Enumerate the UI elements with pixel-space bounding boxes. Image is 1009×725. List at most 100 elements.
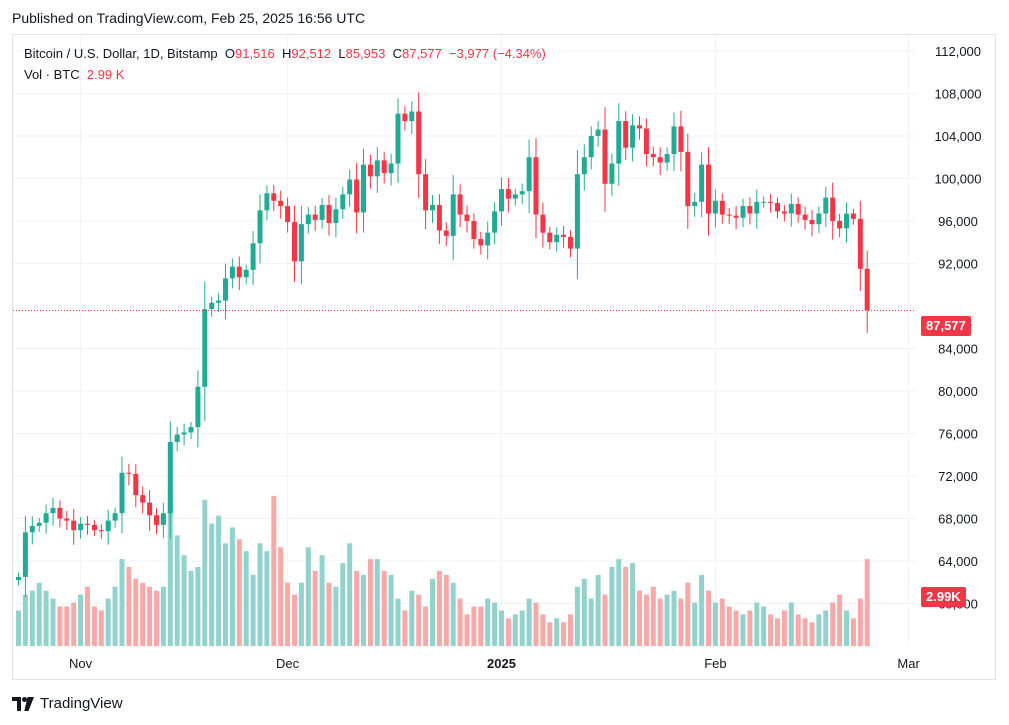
- volume-bar: [367, 559, 373, 646]
- y-tick-label: 112,000: [935, 44, 981, 59]
- volume-bar: [98, 610, 104, 646]
- volume-bar: [478, 606, 484, 646]
- candle-body: [464, 214, 470, 221]
- volume-bar: [823, 610, 829, 646]
- volume-bar: [485, 598, 491, 646]
- candle-body: [50, 507, 56, 514]
- candle-body: [257, 210, 263, 244]
- volume-bar: [450, 582, 456, 646]
- tradingview-brand[interactable]: TradingView: [12, 695, 123, 712]
- volume-bar: [519, 610, 525, 646]
- candle-body: [133, 473, 139, 496]
- volume-bar: [216, 515, 222, 646]
- candle-body: [147, 502, 153, 516]
- candle-body: [167, 441, 173, 514]
- candle-body: [781, 211, 787, 214]
- candle-body: [478, 239, 484, 246]
- candle-body: [361, 164, 366, 213]
- volume-bar: [581, 578, 587, 646]
- volume-bar: [712, 602, 718, 646]
- candle-body: [402, 113, 408, 122]
- y-tick-label: 84,000: [938, 341, 978, 356]
- volume-bar: [312, 570, 318, 646]
- volume-bar: [809, 622, 815, 646]
- x-tick-label: Nov: [69, 656, 93, 671]
- volume-bar: [333, 586, 339, 646]
- volume-bar: [685, 582, 691, 646]
- volume-bar: [78, 594, 84, 646]
- y-tick-label: 108,000: [935, 86, 982, 101]
- candle-body: [864, 268, 870, 311]
- volume-bar: [526, 598, 532, 646]
- volume-bar: [505, 618, 511, 646]
- candle-body: [719, 200, 725, 215]
- candle-body: [29, 525, 35, 533]
- y-tick-label: 100,000: [935, 171, 982, 186]
- y-tick-label: 92,000: [938, 256, 978, 271]
- volume-bar: [499, 610, 504, 646]
- volume-bar: [257, 543, 263, 646]
- volume-bar: [112, 586, 118, 646]
- candle-body: [816, 213, 822, 225]
- x-tick-label: Mar: [897, 656, 920, 671]
- y-tick-label: 68,000: [938, 511, 978, 526]
- candle-body: [664, 154, 670, 163]
- volume-bar: [464, 614, 470, 646]
- candle-body: [706, 164, 711, 214]
- candle-body: [637, 125, 642, 129]
- y-tick-label: 76,000: [938, 426, 978, 441]
- candle-body: [823, 197, 829, 214]
- candle-body: [754, 201, 760, 214]
- volume-bar: [561, 622, 567, 646]
- volume-bar: [85, 586, 90, 646]
- volume-bar: [223, 543, 228, 646]
- volume-bar: [361, 574, 366, 646]
- y-tick-label: 104,000: [935, 129, 982, 144]
- candle-body: [22, 532, 28, 577]
- volume-bar: [105, 598, 111, 646]
- candle-body: [436, 205, 442, 231]
- volume-bar: [64, 606, 70, 646]
- volume-bar: [388, 574, 394, 646]
- volume-bar: [409, 590, 415, 646]
- candle-body: [733, 215, 739, 218]
- candle-body: [195, 386, 201, 428]
- candle-body: [374, 160, 380, 177]
- candle-body: [36, 522, 42, 526]
- volume-legend[interactable]: Vol · BTC 2.99 K: [24, 67, 124, 82]
- volume-bar: [181, 555, 187, 646]
- y-tick-label: 96,000: [938, 214, 978, 229]
- candle-body: [347, 179, 353, 195]
- volume-bar: [209, 523, 215, 646]
- volume-bar: [781, 610, 787, 646]
- high-label: H: [281, 46, 292, 61]
- symbol-legend[interactable]: Bitcoin / U.S. Dollar, 1D, Bitstamp O91,…: [24, 46, 546, 61]
- volume-bar: [57, 606, 63, 646]
- volume-bar: [574, 586, 580, 646]
- volume-bar: [243, 551, 249, 646]
- candle-body: [574, 174, 580, 249]
- candle-body: [830, 197, 836, 221]
- candle-body: [78, 523, 84, 531]
- volume-bar: [188, 570, 194, 646]
- candle-body: [43, 513, 49, 523]
- volume-bar: [326, 582, 332, 646]
- volume-bar: [91, 606, 97, 646]
- candle-body: [657, 157, 663, 163]
- volume-bar: [692, 602, 698, 646]
- candle-body: [98, 530, 104, 532]
- candle-body: [850, 213, 856, 219]
- candle-body: [802, 214, 808, 220]
- volume-bar: [588, 598, 594, 646]
- volume-bar: [540, 614, 546, 646]
- candle-body: [202, 309, 208, 387]
- candle-body: [430, 205, 435, 211]
- volume-bar: [154, 590, 159, 646]
- volume-bar: [733, 610, 739, 646]
- candle-body: [643, 128, 649, 155]
- volume-bar: [119, 559, 125, 646]
- candle-body: [775, 202, 780, 212]
- volume-bar: [471, 606, 477, 646]
- candle-body: [761, 201, 767, 203]
